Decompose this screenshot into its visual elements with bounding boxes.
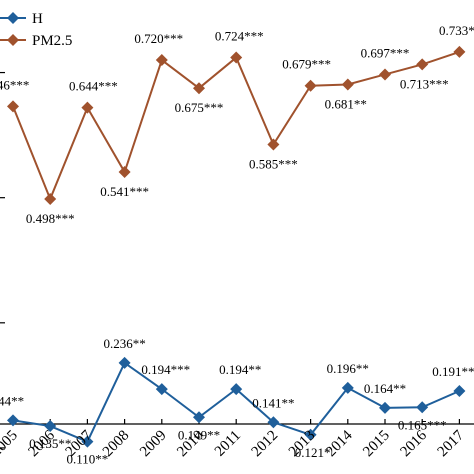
pm25-point-marker: [304, 79, 317, 92]
legend: H PM2.5: [0, 11, 72, 49]
pm25-point-marker: [267, 138, 280, 151]
pm25-point-marker: [341, 78, 354, 91]
h-data-label: 0.164**: [364, 381, 406, 396]
pm25-data-label: 0.720***: [134, 31, 183, 46]
pm25-data-label: 0.646***: [0, 77, 29, 92]
pm25-point-marker: [44, 192, 57, 205]
pm25-point-marker: [81, 101, 94, 114]
h-data-label: 0.135**: [29, 436, 71, 451]
h-point-marker: [118, 356, 131, 369]
h-data-label: 0.194**: [219, 362, 261, 377]
h-data-label: 0.141**: [252, 395, 294, 410]
h-point-marker: [230, 383, 243, 396]
h-point-marker: [81, 435, 94, 448]
h-point-marker: [453, 385, 466, 398]
h-data-label: 0.149**: [178, 427, 220, 442]
legend-label: PM2.5: [32, 33, 72, 49]
h-point-marker: [416, 401, 429, 414]
x-tick-label: 2012: [249, 428, 282, 461]
pm25-data-label: 0.541***: [100, 184, 149, 199]
h-point-marker: [44, 420, 57, 433]
h-point-marker: [341, 381, 354, 394]
pm25-data-label: 0.679***: [282, 57, 331, 72]
h-point-marker: [7, 414, 19, 427]
pm25-data-label: 0.713***: [400, 76, 449, 91]
h-data-label: 0.194***: [141, 362, 190, 377]
h-data-label: 0.165***: [398, 417, 447, 432]
pm25-data-label: 0.585***: [249, 157, 298, 172]
pm25-data-label: 0.724***: [215, 29, 264, 44]
pm25-data-label: 0.644***: [69, 79, 118, 94]
pm25-point-marker: [453, 45, 466, 58]
h-point-marker: [267, 416, 280, 429]
h-data-label: 0.191**: [432, 364, 474, 379]
h-data-label: 0.144**: [0, 393, 24, 408]
legend-marker: [7, 12, 19, 24]
series-markers: [7, 45, 466, 448]
pm25-data-label: 0.498***: [26, 211, 75, 226]
h-data-label: 0.121*: [295, 445, 331, 460]
h-point-marker: [155, 383, 168, 396]
pm25-point-marker: [7, 100, 19, 113]
pm25-point-marker: [118, 166, 131, 179]
h-data-label: 0.236**: [103, 336, 145, 351]
pm25-point-marker: [230, 51, 243, 64]
pm25-data-label: 0.675***: [175, 100, 224, 115]
pm25-point-marker: [193, 82, 205, 95]
pm25-series-line: [12, 50, 460, 202]
h-point-marker: [304, 428, 317, 441]
pm25-data-label: 0.681**: [325, 96, 367, 111]
h-point-marker: [193, 411, 205, 424]
x-tick-label: 2009: [137, 428, 170, 461]
x-tick-label: 2005: [0, 428, 21, 461]
pm25-data-label: 0.697***: [361, 45, 410, 60]
legend-label: H: [32, 11, 43, 27]
pm25-point-marker: [155, 54, 168, 67]
pm25-point-marker: [379, 68, 391, 81]
x-tick-label: 2015: [360, 428, 393, 461]
data-labels: 0.646*** 0.498*** 0.644*** 0.541*** 0.720***…: [0, 23, 474, 467]
pm25-data-label: 0.733***: [439, 23, 474, 38]
axes: [0, 71, 474, 449]
h-data-label: 0.196**: [327, 361, 369, 376]
legend-marker: [7, 34, 19, 46]
h-point-marker: [379, 401, 391, 414]
h-data-label: 0.110**: [67, 452, 109, 467]
pm25-point-marker: [416, 58, 429, 71]
